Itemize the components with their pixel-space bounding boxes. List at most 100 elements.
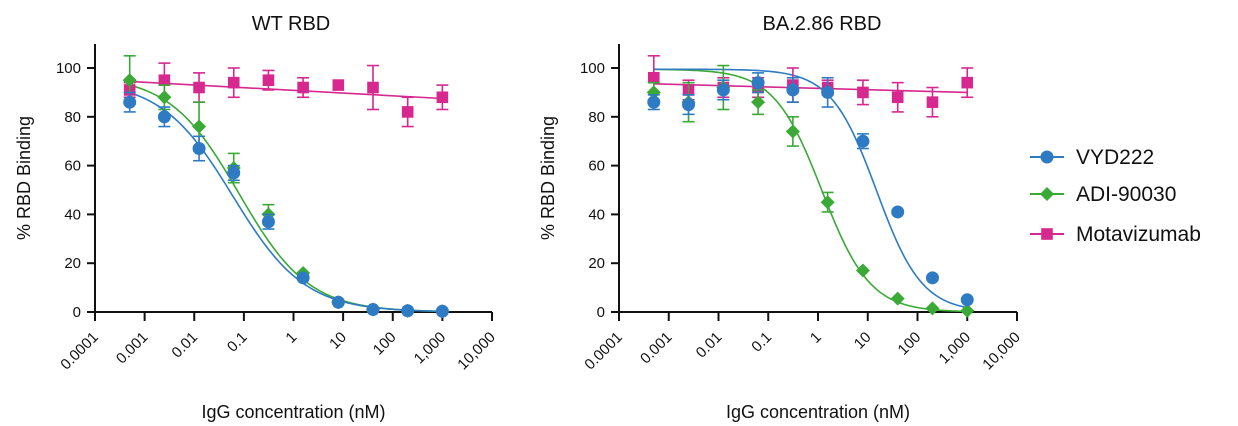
x-tick-label: 10	[326, 329, 350, 353]
data-point	[647, 71, 660, 84]
fit-curve-vyd222	[653, 68, 968, 309]
legend-marker-vyd222	[1040, 150, 1054, 164]
legend-marker-shape	[1040, 187, 1054, 201]
data-point	[262, 74, 275, 86]
data-point	[647, 95, 661, 109]
fit-line-motavizumab	[129, 80, 443, 100]
data-point	[751, 95, 766, 110]
x-tick-label: 0.01	[693, 329, 726, 362]
legend-marker-shape	[1041, 228, 1053, 240]
x-tick-label: 0.01	[168, 329, 201, 362]
legend-marker-shape	[1040, 150, 1054, 164]
series-vyd222	[647, 72, 974, 307]
data-point	[401, 304, 415, 318]
data-point	[751, 76, 765, 90]
y-tick-label: 80	[588, 109, 605, 126]
data-point	[856, 134, 870, 148]
data-point	[192, 142, 206, 156]
x-tick-label: 10	[851, 329, 875, 353]
y-tick-label: 60	[588, 158, 605, 175]
data-point	[123, 95, 137, 109]
data-point	[332, 79, 345, 91]
data-point	[157, 110, 171, 124]
data-point	[857, 86, 869, 99]
x-tick-label: 0.1	[748, 329, 775, 356]
data-point	[925, 271, 939, 285]
x-tick-label: 1	[807, 329, 825, 347]
y-tick-label: 0	[73, 304, 81, 321]
data-point	[122, 73, 137, 88]
x-tick-label: 0.0001	[57, 329, 101, 373]
y-tick-label: 20	[64, 255, 81, 272]
legend-label-motavizumab: Motavizumab	[1076, 223, 1201, 246]
series-vyd222	[123, 91, 449, 318]
data-point	[192, 119, 207, 134]
x-tick-label: 0.001	[637, 329, 676, 368]
legend-label-vyd222: VYD222	[1076, 146, 1154, 169]
y-tick-label: 0	[597, 304, 605, 321]
y-axis-title: % RBD Binding	[14, 116, 34, 240]
x-tick-label: 100	[895, 329, 925, 359]
data-point	[297, 81, 309, 94]
data-point	[961, 76, 974, 89]
x-tick-label: 1	[282, 329, 300, 347]
data-point	[820, 195, 835, 210]
y-tick-label: 60	[64, 158, 81, 175]
fit-curve-adi-90030	[129, 84, 443, 313]
y-tick-label: 80	[64, 109, 81, 126]
data-point	[960, 293, 974, 307]
y-axis-title: % RBD Binding	[538, 116, 558, 240]
x-axis-title: IgG concentration (nM)	[201, 402, 385, 422]
fit-line-motavizumab	[653, 83, 968, 94]
data-point	[193, 81, 205, 94]
data-point	[261, 215, 275, 229]
chart-title: WT RBD	[252, 13, 331, 35]
data-point	[367, 81, 379, 94]
y-tick-label: 100	[580, 60, 605, 77]
data-point	[646, 85, 661, 100]
data-point	[925, 301, 940, 316]
fit-curve-vyd222	[129, 91, 443, 313]
legend-item-adi-90030: ADI-90030	[1030, 183, 1176, 206]
data-point	[435, 304, 449, 318]
y-tick-label: 40	[588, 206, 605, 223]
legend-marker-adi-90030	[1040, 187, 1054, 201]
data-point	[821, 85, 835, 99]
legend-item-motavizumab: Motavizumab	[1030, 223, 1201, 246]
data-point	[401, 106, 414, 118]
data-point	[926, 96, 939, 108]
chart-title: BA.2.86 RBD	[763, 13, 882, 35]
x-tick-label: 10,000	[454, 329, 498, 373]
fit-curve-adi-90030	[653, 68, 968, 313]
legend-item-vyd222: VYD222	[1030, 146, 1154, 169]
data-point	[855, 263, 870, 278]
series-adi-90030	[646, 64, 975, 318]
legend-label-adi-90030: ADI-90030	[1076, 183, 1176, 206]
series-motavizumab	[647, 54, 974, 118]
data-point	[158, 74, 171, 86]
panel-ba286-rbd: BA.2.86 RBD 0 20 40 60 80 100 0.0001 0.001 0.01 0.…	[538, 13, 1024, 422]
panel-wt-rbd: WT RBD 0 20 40 60 80 100 0.0001 0.001 0.01 0.1 1 10 1…	[14, 13, 499, 422]
data-point	[891, 91, 904, 104]
legend: VYD222 ADI-90030 Motavizumab	[1030, 146, 1201, 246]
data-point	[890, 291, 905, 306]
data-point	[891, 205, 905, 219]
x-tick-label: 100	[370, 329, 400, 359]
data-point	[436, 91, 449, 104]
data-point	[157, 90, 172, 105]
y-tick-label: 100	[56, 60, 81, 77]
data-point	[227, 76, 240, 89]
data-point	[331, 295, 345, 309]
y-tick-label: 40	[64, 206, 81, 223]
data-point	[296, 271, 310, 285]
x-tick-label: 0.001	[113, 329, 152, 368]
data-point	[960, 303, 975, 318]
legend-marker-motavizumab	[1041, 228, 1053, 240]
x-tick-label: 10,000	[979, 329, 1023, 373]
x-tick-label: 1,000	[411, 329, 450, 368]
x-axis-title: IgG concentration (nM)	[726, 402, 910, 422]
data-point	[716, 83, 730, 97]
data-point	[227, 166, 241, 180]
x-tick-label: 1,000	[936, 329, 975, 368]
